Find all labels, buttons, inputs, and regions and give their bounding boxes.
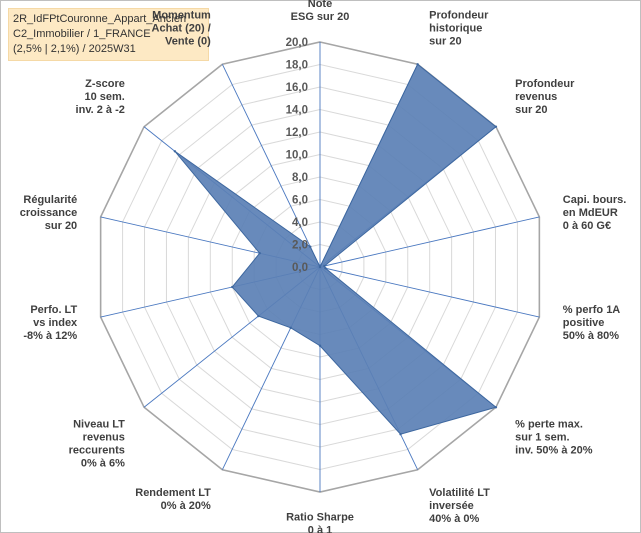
- radar-tick-label: 0,0: [292, 262, 308, 274]
- chart-title-box: 2R_IdFPtCouronne_Appart_Ancien C2_Immobi…: [8, 8, 209, 61]
- radar-axis-label-line: % perte max.: [515, 419, 583, 431]
- radar-tick-label: 6,0: [292, 195, 308, 207]
- radar-axis-label-line: Ratio Sharpe: [286, 512, 354, 524]
- radar-axis-label-line: 0 à 1: [308, 525, 332, 533]
- radar-tick-label: 18,0: [286, 60, 308, 72]
- radar-data-point: [416, 63, 419, 66]
- radar-axis-label: Ratio Sharpe 0 à 1: [286, 512, 354, 533]
- radar-tick-labels: 0,0 2,0 4,0 6,0 8,0 10,0 12,0 14,0 16,0 18,0 20,0: [286, 37, 308, 274]
- radar-axis-label-line: -8% à 12%: [23, 330, 77, 342]
- radar-spoke: [221, 64, 321, 268]
- radar-axis-label-line: sur 20: [515, 104, 547, 116]
- radar-spoke: [319, 216, 540, 268]
- radar-axis-label-line: Régularité: [23, 194, 77, 206]
- radar-axis-label-line: revenus: [515, 91, 557, 103]
- radar-data-point: [258, 252, 261, 255]
- radar-axis-label-line: sur 20: [429, 35, 461, 47]
- radar-axis-label: Rendement LT 0% à 20%: [135, 487, 211, 512]
- title-line-2: C2_Immobilier / 1_FRANCE: [13, 28, 151, 40]
- radar-axis-label-line: ESG sur 20: [291, 11, 350, 23]
- radar-axis-label-line: Profondeur: [429, 9, 489, 21]
- radar-axis-label: Profondeur revenus sur 20: [515, 78, 575, 116]
- radar-data-point: [399, 433, 402, 436]
- radar-data-point: [494, 125, 498, 128]
- radar-data-point: [309, 245, 312, 248]
- radar-axis-label: % perte max. sur 1 sem. inv. 50% à 20%: [515, 419, 593, 457]
- radar-data-point: [289, 326, 292, 330]
- radar-data-point: [318, 344, 322, 347]
- radar-axis-label-line: Perfo. LT: [30, 304, 77, 316]
- radar-tick-label: 10,0: [286, 150, 308, 162]
- radar-axis-label-line: 50% à 80%: [563, 330, 619, 342]
- radar-axis-label-line: 0% à 20%: [161, 500, 211, 512]
- radar-axis-label: Note ESG sur 20: [291, 0, 350, 23]
- radar-spoke: [319, 266, 540, 318]
- radar-axis-label-line: inv. 2 à -2: [76, 104, 125, 116]
- radar-axis-label: Volatilité LT inversée 40% à 0%: [429, 487, 490, 525]
- radar-axis-label-line: 0% à 6%: [81, 458, 125, 470]
- radar-axis-label-line: historique: [429, 22, 482, 34]
- radar-axis-label-line: sur 1 sem.: [515, 432, 569, 444]
- radar-axis-label: Profondeur historique sur 20: [429, 9, 489, 47]
- radar-axis-label-line: reccurents: [69, 445, 125, 457]
- radar-axis-label-line: inv. 50% à 20%: [515, 445, 593, 457]
- radar-tick-label: 16,0: [286, 82, 308, 94]
- radar-axis-label: Perfo. LT vs index -8% à 12%: [23, 304, 78, 342]
- radar-data-point: [323, 264, 326, 268]
- radar-axis-label-line: sur 20: [45, 220, 77, 232]
- radar-tick-label: 2,0: [292, 240, 308, 252]
- radar-tick-label: 8,0: [292, 172, 308, 184]
- radar-axis-label-line: Achat (20) /: [152, 22, 211, 34]
- radar-axis-label-line: Volatilité LT: [429, 487, 490, 499]
- radar-data-point: [231, 285, 234, 289]
- radar-axis-label: Momentum Achat (20) / Vente (0): [152, 9, 212, 47]
- radar-axis-label-line: Momentum: [152, 9, 211, 21]
- title-line-3: (2,5% | 2,1%) / 2025W31: [13, 43, 136, 55]
- radar-axis-label-line: vs index: [33, 317, 78, 329]
- radar-axis-label-line: 10 sem.: [85, 91, 125, 103]
- radar-axis-label: Niveau LT revenus reccurents 0% à 6%: [69, 419, 126, 470]
- radar-tick-label: 14,0: [286, 105, 308, 117]
- radar-axis-label-line: en MdEUR: [563, 207, 618, 219]
- radar-data-point: [494, 406, 498, 409]
- radar-axis-label: Régularité croissance sur 20: [20, 194, 77, 232]
- radar-axis-label-line: Note: [308, 0, 332, 10]
- radar-tick-label: 4,0: [292, 217, 308, 229]
- radar-data-point: [324, 267, 327, 270]
- radar-axis-label: % perfo 1A positive 50% à 80%: [563, 304, 621, 342]
- radar-category-labels: Note ESG sur 20 Profondeur historique sur 20…: [20, 0, 627, 533]
- radar-axis-label-line: inversée: [429, 500, 474, 512]
- radar-data-point: [257, 314, 260, 318]
- radar-axis-label-line: croissance: [20, 207, 77, 219]
- radar-tick-label: 20,0: [286, 37, 308, 49]
- radar-axis-label-line: Capi. bours.: [563, 194, 627, 206]
- radar-axis-label-line: revenus: [83, 432, 125, 444]
- radar-axis-label: Z-score 10 sem. inv. 2 à -2: [76, 78, 125, 116]
- radar-axis-label-line: % perfo 1A: [563, 304, 621, 316]
- radar-axis-label-line: Profondeur: [515, 78, 575, 90]
- radar-data-point: [173, 150, 177, 153]
- radar-axis-label-line: 40% à 0%: [429, 513, 479, 525]
- radar-axis-label-line: Rendement LT: [135, 487, 211, 499]
- radar-axis-label-line: Niveau LT: [73, 419, 125, 431]
- radar-axis-label-line: Z-score: [85, 78, 125, 90]
- title-line-1: 2R_IdFPtCouronne_Appart_Ancien: [13, 13, 187, 25]
- radar-axis-label-line: positive: [563, 317, 605, 329]
- radar-axis-label: Capi. bours. en MdEUR 0 à 60 G€: [563, 194, 627, 232]
- radar-tick-label: 12,0: [286, 127, 308, 139]
- radar-data-point: [318, 265, 322, 269]
- radar-axis-label-line: Vente (0): [165, 35, 211, 47]
- radar-series: [173, 63, 498, 436]
- radar-axis-label-line: 0 à 60 G€: [563, 220, 611, 232]
